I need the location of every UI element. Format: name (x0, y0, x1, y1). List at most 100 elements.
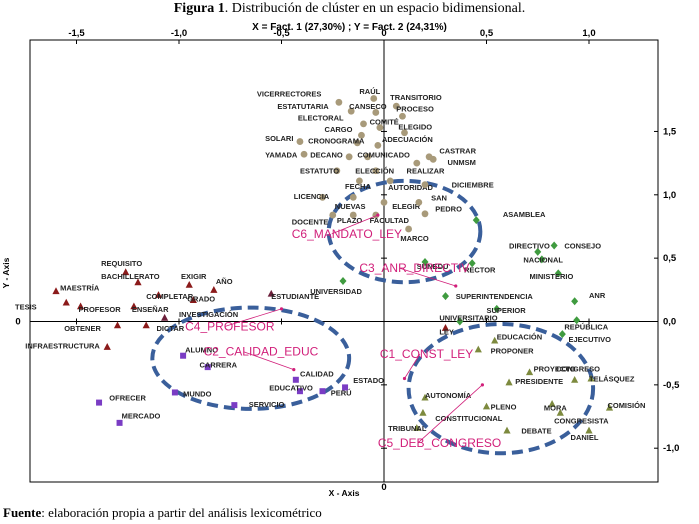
point-marker (210, 286, 218, 293)
point-marker (130, 302, 138, 310)
y-zero-left-label: 0 (15, 317, 20, 328)
point-marker (554, 269, 562, 278)
figure-label: Figura 1 (173, 1, 225, 16)
cluster-centroid (454, 284, 458, 288)
point-marker (345, 153, 353, 161)
y-tick-label: -0,5 (663, 380, 680, 391)
point-marker (335, 98, 343, 106)
point-label: PLENO (491, 402, 517, 411)
point-label: VICERRECTORES (257, 89, 321, 98)
point-label: TRANSITORIO (390, 93, 442, 102)
cluster-label: C5_DEB_CONGRESO (378, 436, 501, 450)
point-marker (189, 296, 197, 303)
point-label: MERCADO (122, 411, 161, 420)
point-marker (358, 131, 365, 139)
point-marker (154, 291, 163, 298)
point-marker (113, 321, 122, 329)
point-marker (364, 153, 371, 161)
point-marker (296, 388, 303, 395)
point-marker (392, 102, 400, 110)
point-marker (548, 400, 556, 407)
point-label: ESTUDIANTE (271, 292, 319, 301)
point-label: LICENCIA (294, 192, 330, 201)
point-label: ELEGIDO (398, 122, 432, 131)
point-marker (468, 259, 476, 268)
point-marker (491, 336, 499, 344)
point-label: CONSTITUCIONAL (435, 414, 502, 423)
y-tick-label: 0,0 (663, 317, 676, 328)
point-label: BACHILLERATO (101, 272, 160, 281)
point-label: YAMADA (265, 150, 298, 159)
point-marker (474, 345, 482, 353)
point-marker (349, 211, 357, 219)
point-label: COMISIÓN (607, 401, 645, 410)
point-label: DOCENTE (292, 217, 329, 226)
point-marker (525, 368, 534, 376)
point-label: EXIGIR (181, 272, 207, 281)
point-label: CONGRESISTA (554, 416, 609, 425)
point-label: EDUCATIVO (269, 383, 313, 392)
point-label: CONSEJO (564, 241, 601, 250)
point-marker (347, 107, 355, 115)
x-tick-label: 0 (381, 28, 386, 39)
point-marker (421, 181, 429, 189)
points-layer: VICERRECTORES RAÚL ESTATUTARIA CANSECOTRANS… (15, 87, 645, 442)
point-label: SERVICIO (249, 400, 285, 409)
point-label: LEY (439, 328, 454, 337)
point-label: RAÚL (359, 87, 380, 96)
point-label: AUTONOMÍA (425, 391, 472, 400)
point-label: ENSEÑAR (132, 305, 169, 314)
point-marker (482, 402, 491, 410)
cluster-ellipse (406, 322, 596, 456)
point-label: SUPERIOR (487, 306, 527, 315)
point-marker (372, 109, 380, 116)
point-marker (300, 150, 308, 158)
x-tick-label: -1,5 (68, 28, 85, 39)
point-marker (386, 177, 394, 185)
cluster-leader-line (225, 308, 282, 327)
point-marker (585, 426, 593, 434)
point-label: PROYECTO (534, 364, 576, 373)
point-label: PRESIDENTE (515, 377, 563, 386)
point-label: AÑO (216, 277, 233, 286)
point-marker (472, 216, 480, 225)
point-label: PEDRO (435, 205, 462, 214)
point-label: ESTADO (353, 376, 384, 385)
point-marker (339, 276, 347, 285)
point-label: ELEGIR (392, 202, 421, 211)
point-marker (103, 343, 111, 350)
point-label: SUPERINTENDENCIA (456, 292, 534, 301)
point-marker (421, 210, 429, 218)
point-marker (349, 193, 357, 201)
point-label: INFRAESTRUCTURA (25, 342, 100, 351)
point-label: DIRECTIVO (509, 241, 550, 250)
point-label: REQUISITO (101, 259, 142, 268)
point-marker (62, 298, 70, 306)
point-label: GRADO (187, 295, 215, 304)
point-marker (134, 278, 142, 286)
point-label: COMPLETAR (146, 292, 194, 301)
point-marker (96, 399, 103, 406)
point-label: DICTAR (156, 324, 184, 333)
point-marker (296, 138, 304, 145)
point-marker (415, 199, 423, 206)
point-label: TRIBUNAL (388, 424, 427, 433)
x-tick-label: -1,0 (171, 28, 187, 39)
point-marker (587, 374, 595, 382)
point-marker (52, 287, 60, 295)
point-marker (319, 388, 326, 395)
point-label: PROFESOR (79, 305, 122, 314)
point-marker (353, 139, 361, 147)
point-label: AUTORIDAD (388, 183, 433, 192)
point-marker (493, 304, 501, 313)
cluster-label: C3_ANR_DIRECTIV (359, 261, 469, 275)
point-label: UNMSM (448, 158, 476, 167)
point-label: MUNDO (183, 390, 211, 399)
point-label: ESTATUTARIA (277, 102, 329, 111)
point-label: NACIONAL (523, 255, 563, 264)
point-marker (329, 211, 337, 219)
point-marker (550, 241, 558, 250)
cluster-centroid (279, 307, 284, 311)
figure-caption: . Distribución de clúster en un espacio … (224, 1, 526, 16)
